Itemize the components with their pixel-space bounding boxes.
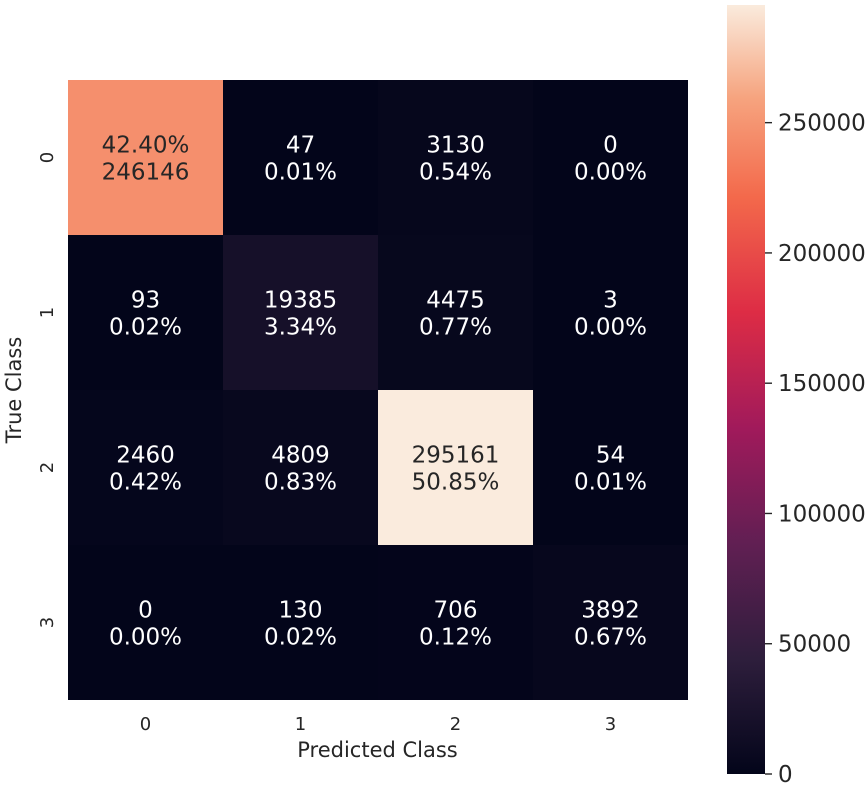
heatmap-cell-0-3 (533, 80, 688, 235)
cell-label-0-3-0: 0 (603, 133, 618, 159)
cell-label-2-1-1: 0.83% (264, 470, 337, 496)
heatmap-cell-3-0 (68, 545, 223, 700)
cell-label-2-2-0: 295161 (412, 443, 500, 469)
heatmap-cell-1-3 (533, 235, 688, 390)
heatmap-cell-0-0 (68, 80, 223, 235)
cell-label-2-0-0: 2460 (116, 443, 175, 469)
cell-label-0-1-0: 47 (286, 133, 315, 159)
cell-label-1-3-1: 0.00% (574, 315, 647, 341)
cell-label-1-3-0: 3 (603, 288, 618, 314)
cell-label-0-3-1: 0.00% (574, 160, 647, 186)
y-tick-label-2: 2 (37, 462, 58, 473)
cell-label-3-3-1: 0.67% (574, 625, 647, 651)
colorbar-tick-label-1: 50000 (778, 632, 851, 658)
cell-label-2-3-0: 54 (596, 443, 625, 469)
x-axis-ticks: 0 1 2 3 (140, 714, 616, 735)
cell-label-1-0-1: 0.02% (109, 315, 182, 341)
cell-label-2-0-1: 0.42% (109, 470, 182, 496)
heatmap-cell-1-0 (68, 235, 223, 390)
heatmap-cell-0-1 (223, 80, 378, 235)
colorbar (727, 5, 765, 774)
cell-label-0-2-0: 3130 (426, 133, 485, 159)
x-tick-label-2: 2 (450, 714, 461, 735)
heatmap-cells (68, 80, 688, 700)
cell-label-1-0-0: 93 (131, 288, 160, 314)
cell-label-3-3-0: 3892 (581, 598, 640, 624)
cell-label-0-0-0: 42.40% (102, 133, 190, 159)
cell-label-2-3-1: 0.01% (574, 470, 647, 496)
cell-label-3-0-1: 0.00% (109, 625, 182, 651)
y-tick-label-3: 3 (37, 617, 58, 628)
heatmap-cell-2-3 (533, 390, 688, 545)
cell-label-1-1-0: 19385 (264, 288, 337, 314)
heatmap-cell-2-2 (378, 390, 533, 545)
heatmap-cell-2-1 (223, 390, 378, 545)
heatmap-cell-0-2 (378, 80, 533, 235)
heatmap-cell-1-2 (378, 235, 533, 390)
x-tick-label-0: 0 (140, 714, 151, 735)
colorbar-tick-label-5: 250000 (778, 111, 866, 137)
cell-label-3-1-0: 130 (279, 598, 323, 624)
heatmap-cell-3-1 (223, 545, 378, 700)
heatmap-cell-3-2 (378, 545, 533, 700)
cell-label-3-0-0: 0 (138, 598, 153, 624)
heatmap-cell-1-1 (223, 235, 378, 390)
cell-label-3-1-1: 0.02% (264, 625, 337, 651)
colorbar-tick-label-3: 150000 (778, 371, 866, 397)
y-axis-label: True Class (2, 337, 26, 445)
cell-label-3-2-1: 0.12% (419, 625, 492, 651)
y-tick-label-0: 0 (37, 152, 58, 163)
cell-label-2-1-0: 4809 (271, 443, 330, 469)
cell-label-0-2-1: 0.54% (419, 160, 492, 186)
colorbar-tick-label-4: 200000 (778, 241, 866, 267)
x-tick-label-1: 1 (295, 714, 306, 735)
colorbar-tick-label-0: 0 (778, 762, 793, 788)
heatmap-cell-labels: 42.40%246146470.01%31300.54%00.00%930.02… (102, 133, 647, 651)
cell-label-0-0-1: 246146 (102, 160, 190, 186)
cell-label-1-2-1: 0.77% (419, 315, 492, 341)
cell-label-0-1-1: 0.01% (264, 160, 337, 186)
cell-label-3-2-0: 706 (434, 598, 478, 624)
cell-label-1-1-1: 3.34% (264, 315, 337, 341)
heatmap-cell-3-3 (533, 545, 688, 700)
x-axis-label: Predicted Class (297, 738, 458, 762)
colorbar-tick-label-2: 100000 (778, 501, 866, 527)
colorbar-ticks: 0 50000 100000 150000 200000 250000 (765, 111, 866, 788)
cell-label-1-2-0: 4475 (426, 288, 485, 314)
cell-label-2-2-1: 50.85% (412, 470, 500, 496)
y-axis-ticks: 0 1 2 3 (37, 152, 58, 628)
heatmap-cell-2-0 (68, 390, 223, 545)
x-tick-label-3: 3 (605, 714, 616, 735)
y-tick-label-1: 1 (37, 307, 58, 318)
